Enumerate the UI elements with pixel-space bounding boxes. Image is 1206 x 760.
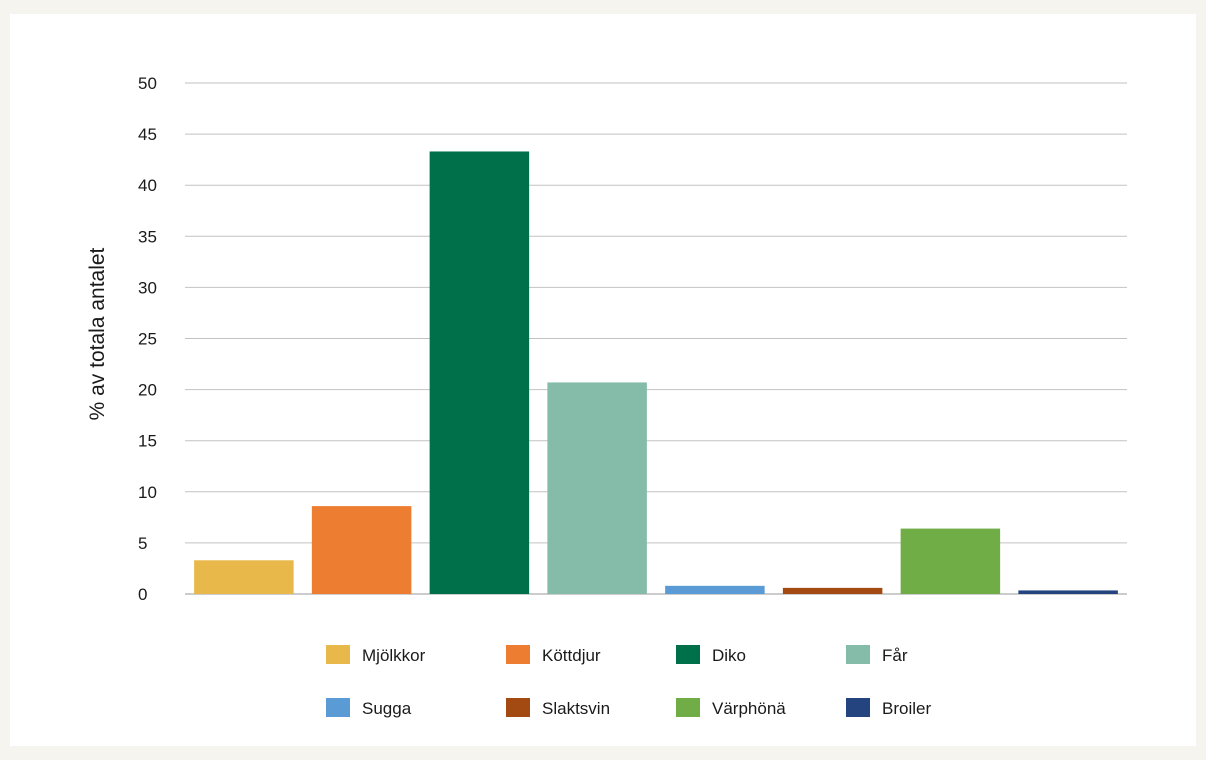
legend-swatch (846, 698, 870, 717)
legend-swatch (506, 698, 530, 717)
legend-swatch (846, 645, 870, 664)
bars (194, 151, 1118, 594)
legend-label: Får (882, 646, 908, 665)
y-axis-label: % av totala antalet (86, 247, 109, 420)
bar-6 (900, 528, 1001, 594)
legend-label: Broiler (882, 699, 931, 718)
legend-label: Köttdjur (542, 646, 601, 665)
bar-0 (194, 560, 294, 594)
y-tick-label: 20 (138, 381, 157, 400)
legend-swatch (326, 645, 350, 664)
legend-label: Diko (712, 646, 746, 665)
y-tick-label: 30 (138, 278, 157, 297)
y-tick-label: 5 (138, 534, 147, 553)
chart-card: 0 5 10 15 20 25 30 35 40 45 50 % av totala antalet… (10, 14, 1196, 746)
bar-1 (311, 506, 412, 594)
legend-label: Mjölkkor (362, 646, 426, 665)
legend-label: Slaktsvin (542, 699, 610, 718)
y-tick-label: 25 (138, 330, 157, 349)
bar-7 (1018, 590, 1118, 594)
y-axis-ticks: 0 5 10 15 20 25 30 35 40 45 50 (138, 74, 157, 604)
legend-label: Värphönä (712, 699, 786, 718)
bar-2 (429, 151, 530, 594)
y-tick-label: 45 (138, 125, 157, 144)
legend-swatch (676, 645, 700, 664)
y-tick-label: 40 (138, 176, 157, 195)
y-tick-label: 15 (138, 432, 157, 451)
y-tick-label: 0 (138, 585, 147, 604)
legend-swatch (676, 698, 700, 717)
bar-chart: 0 5 10 15 20 25 30 35 40 45 50 % av totala antalet… (86, 74, 1127, 718)
legend-swatch (506, 645, 530, 664)
y-tick-label: 10 (138, 483, 157, 502)
legend-label: Sugga (362, 699, 412, 718)
legend-swatch (326, 698, 350, 717)
legend: Mjölkkor Köttdjur Diko Får Sugga Slaktsvin Vär… (326, 645, 931, 718)
y-tick-label: 50 (138, 74, 157, 93)
y-tick-label: 35 (138, 227, 157, 246)
bar-5 (782, 587, 883, 594)
bar-4 (665, 585, 765, 594)
bar-3 (547, 382, 647, 594)
